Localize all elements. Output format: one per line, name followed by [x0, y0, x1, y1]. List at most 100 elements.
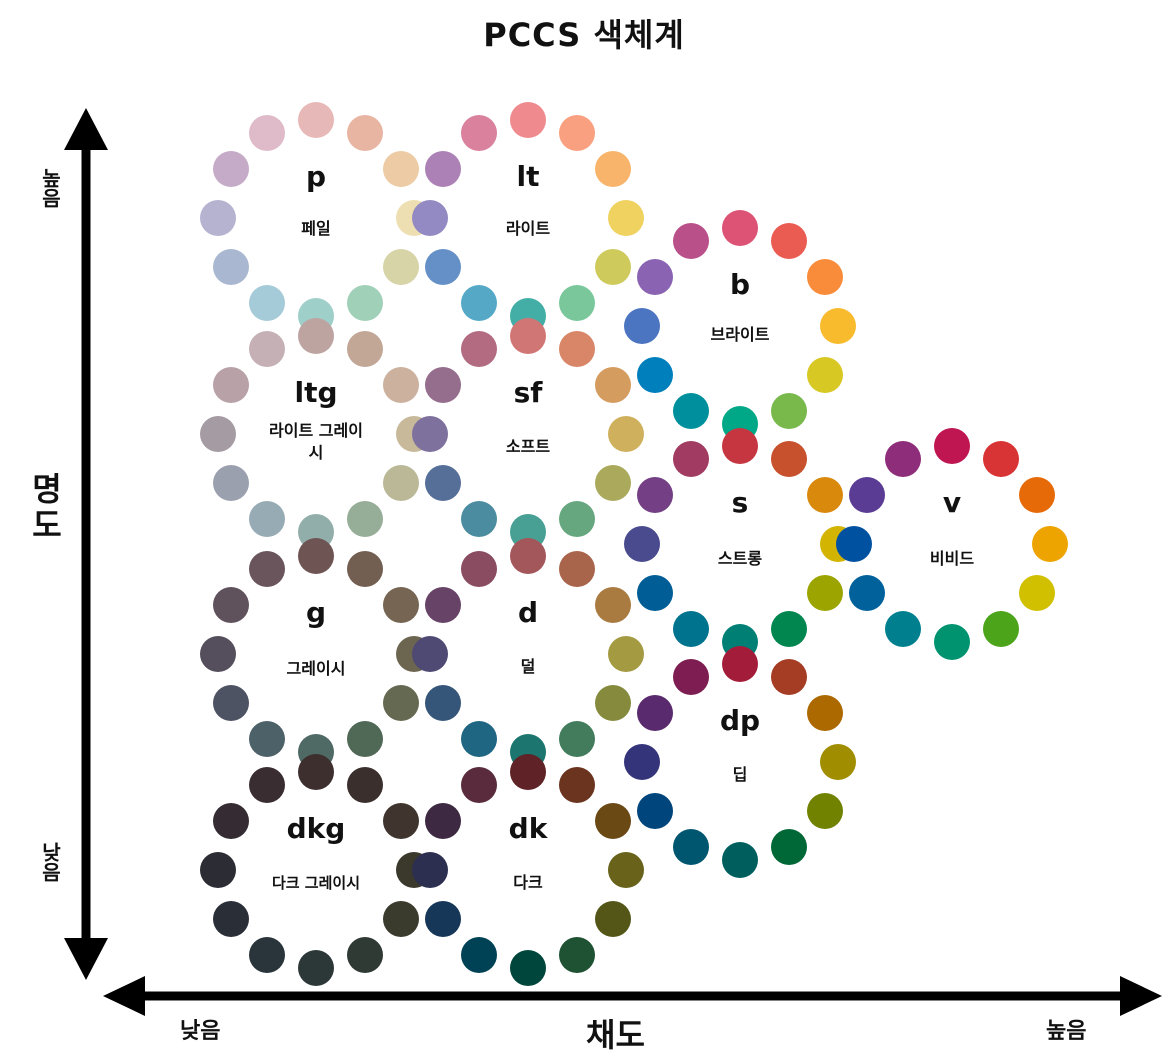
- color-dot: [722, 842, 758, 878]
- color-dot: [806, 695, 843, 731]
- color-dot: [461, 767, 497, 804]
- color-dot: [461, 500, 497, 537]
- color-dot: [213, 367, 250, 403]
- color-dot: [249, 500, 285, 537]
- color-dot: [885, 610, 921, 647]
- tone-ring-dk: dk 다크: [412, 754, 644, 986]
- saturation-axis-arrow-left: [103, 976, 145, 1016]
- color-dot: [249, 720, 285, 757]
- color-dot: [298, 538, 334, 574]
- color-dot: [200, 636, 236, 672]
- color-dot: [461, 551, 497, 588]
- color-dot: [298, 318, 334, 354]
- color-dot: [673, 610, 709, 647]
- color-dot: [608, 852, 644, 888]
- color-dot: [412, 200, 448, 236]
- color-dot: [637, 575, 674, 611]
- color-dot: [200, 852, 236, 888]
- tone-abbr: p: [305, 160, 327, 193]
- color-dot: [559, 500, 595, 537]
- color-dot: [200, 200, 236, 236]
- color-dot: [510, 538, 546, 574]
- color-dot: [425, 249, 462, 285]
- color-dot: [510, 102, 546, 138]
- color-dot: [771, 610, 807, 647]
- tone-abbr: b: [729, 268, 751, 301]
- color-dot: [594, 249, 631, 285]
- color-dot: [673, 223, 709, 260]
- color-dot: [347, 284, 383, 321]
- tone-name: 그레이시: [286, 659, 346, 678]
- saturation-high-label: 높음: [1046, 1019, 1087, 1044]
- color-dot: [806, 793, 843, 829]
- brightness-low-label: 낮음: [38, 842, 62, 882]
- tone-ring-dp: dp 딥: [624, 646, 856, 878]
- color-dot: [836, 526, 872, 562]
- color-dot: [347, 551, 383, 588]
- color-dot: [637, 793, 674, 829]
- color-dot: [559, 551, 595, 588]
- tone-ring-d: d 덜: [412, 538, 644, 770]
- color-dot: [425, 685, 462, 721]
- color-dot: [771, 828, 807, 865]
- color-dot: [213, 249, 250, 285]
- tone-ring-lt: lt 라이트: [412, 102, 644, 334]
- tone-name: 덜: [520, 657, 536, 676]
- color-dot: [461, 115, 497, 152]
- color-dot: [820, 308, 856, 344]
- color-dot: [347, 115, 383, 152]
- tone-abbr: dp: [719, 704, 761, 737]
- color-dot: [382, 803, 419, 839]
- color-dot: [461, 936, 497, 973]
- color-dot: [594, 151, 631, 187]
- color-dot: [412, 852, 448, 888]
- saturation-low-label: 낮음: [180, 1019, 221, 1044]
- color-dot: [382, 465, 419, 501]
- tone-name: 비비드: [929, 549, 975, 568]
- color-dot: [510, 318, 546, 354]
- color-dot: [624, 308, 660, 344]
- color-dot: [298, 754, 334, 790]
- color-dot: [412, 416, 448, 452]
- color-dot: [213, 587, 250, 623]
- tone-name: 페일: [301, 219, 331, 238]
- color-dot: [298, 950, 334, 986]
- color-dot: [637, 477, 674, 513]
- color-dot: [771, 659, 807, 696]
- tone-name: 딥: [732, 765, 748, 784]
- tone-ring-g: g 그레이시: [200, 538, 432, 770]
- color-dot: [1032, 526, 1068, 562]
- color-dot: [249, 936, 285, 973]
- tone-abbr: ltg: [294, 376, 338, 409]
- color-dot: [213, 685, 250, 721]
- color-dot: [849, 477, 886, 513]
- tone-ring-p: p 페일: [200, 102, 432, 334]
- color-dot: [249, 551, 285, 588]
- tone-name: 라이트 그레이시: [269, 421, 363, 462]
- tone-abbr: lt: [516, 160, 540, 193]
- tone-name: 브라이트: [710, 325, 770, 344]
- color-dot: [213, 901, 250, 937]
- color-dot: [213, 465, 250, 501]
- tone-ring-b: b 브라이트: [624, 210, 856, 442]
- color-dot: [849, 575, 886, 611]
- color-dot: [559, 767, 595, 804]
- tone-ring-s: s 스트롱: [624, 428, 856, 660]
- color-dot: [425, 151, 462, 187]
- color-dot: [594, 685, 631, 721]
- tone-abbr: g: [305, 596, 327, 629]
- color-dot: [382, 901, 419, 937]
- color-dot: [510, 754, 546, 790]
- color-dot: [249, 331, 285, 368]
- tone-name: 다크: [513, 873, 543, 892]
- tone-abbr: dkg: [286, 812, 346, 845]
- brightness-high-label: 높음: [38, 168, 62, 208]
- tone-ring-sf: sf 소프트: [412, 318, 644, 550]
- color-dot: [347, 720, 383, 757]
- color-dot: [1018, 575, 1055, 611]
- color-dot: [412, 636, 448, 672]
- color-dot: [608, 200, 644, 236]
- color-dot: [637, 695, 674, 731]
- color-dot: [934, 624, 970, 660]
- color-dot: [722, 210, 758, 246]
